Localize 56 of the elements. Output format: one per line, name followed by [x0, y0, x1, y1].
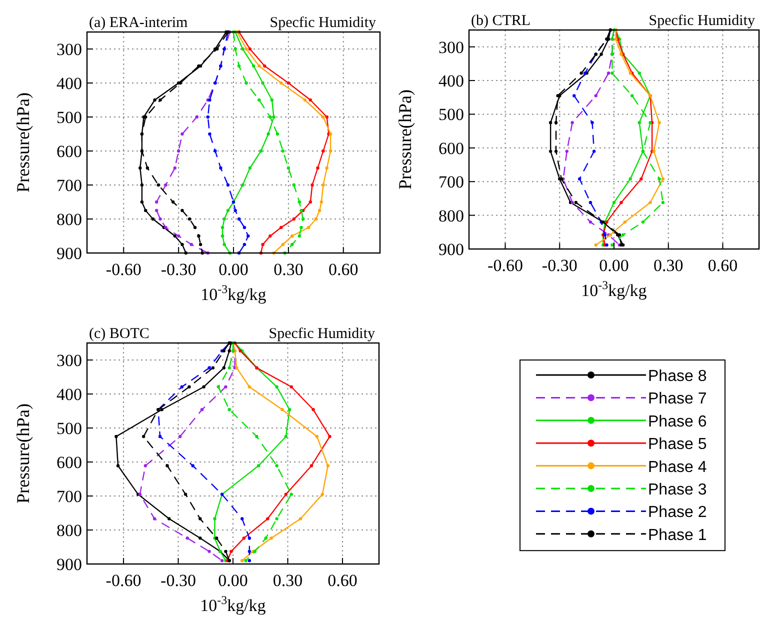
y-axis-title: Pressure(hPa) [13, 92, 33, 192]
x-tick-label: -0.30 [160, 260, 196, 279]
y-tick-label: 700 [438, 172, 464, 192]
x-tick-label: 0.30 [654, 256, 684, 275]
y-tick-label: 800 [56, 521, 82, 540]
x-tick-label: -0.60 [106, 260, 142, 279]
chart-subtitle: Specfic Humidity [268, 326, 376, 342]
y-tick-label: 400 [56, 74, 82, 93]
x-tick-label: -0.60 [106, 571, 142, 590]
y-tick-label: 900 [56, 555, 82, 574]
text: Phase 3 [648, 482, 707, 498]
x-tick-label: 0.30 [274, 260, 304, 279]
x-axis-title: 10$^{-3}$kg/kg [200, 593, 266, 615]
y-tick-label: 400 [56, 385, 82, 404]
y-tick-label: 600 [438, 138, 464, 158]
chart-title: (b) CTRL [471, 13, 531, 29]
y-tick-label: 300 [56, 351, 82, 370]
y-tick-label: 300 [438, 38, 464, 57]
y-tick-label: 600 [56, 453, 82, 472]
y-tick-label: 500 [56, 419, 82, 438]
y-tick-label: 700 [56, 487, 82, 506]
x-tick-label: 0.00 [218, 260, 248, 279]
x-axis-title: 10$^{-3}$kg/kg [200, 282, 267, 304]
x-tick-label: -0.30 [160, 571, 196, 590]
text: Phase 6 [648, 413, 707, 430]
y-tick-label: 900 [438, 240, 464, 259]
x-tick-label: 0.60 [328, 571, 358, 590]
x-tick-label: 0.00 [218, 571, 248, 590]
y-tick-label: 500 [438, 105, 464, 124]
text: Phase 2 [648, 504, 707, 522]
x-tick-label: 0.30 [272, 571, 303, 590]
y-tick-label: 800 [56, 210, 82, 229]
chart-title: (a) ERA-interim [89, 15, 188, 31]
y-axis-title: Pressure(hPa) [13, 404, 33, 504]
chart-title: (c) BOTC [89, 326, 150, 342]
x-tick-label: 0.60 [708, 256, 738, 275]
y-tick-label: 900 [56, 244, 82, 263]
text: Phase 4 [648, 458, 707, 476]
x-axis-title: 10$^{-3}$kg/kg [581, 278, 648, 300]
text: Phase 5 [648, 436, 707, 454]
x-tick-label: -0.30 [542, 256, 578, 275]
x-tick-label: 0.00 [599, 256, 629, 275]
y-tick-label: 400 [438, 72, 464, 91]
text: Phase 1 [648, 526, 707, 544]
chart-subtitle: Specfic Humidity [648, 13, 756, 29]
text: Phase 8 [648, 368, 707, 385]
x-tick-label: 0.60 [328, 260, 358, 279]
y-axis-title: Pressure(hPa) [395, 90, 415, 190]
x-tick-label: -0.60 [488, 256, 523, 275]
y-tick-label: 300 [56, 40, 82, 59]
y-tick-label: 600 [56, 142, 82, 161]
y-tick-label: 800 [438, 206, 464, 226]
text: Phase 7 [648, 390, 707, 408]
y-tick-label: 700 [56, 176, 82, 195]
chart-subtitle: Specfic Humidity [270, 15, 376, 31]
y-tick-label: 500 [56, 108, 82, 127]
